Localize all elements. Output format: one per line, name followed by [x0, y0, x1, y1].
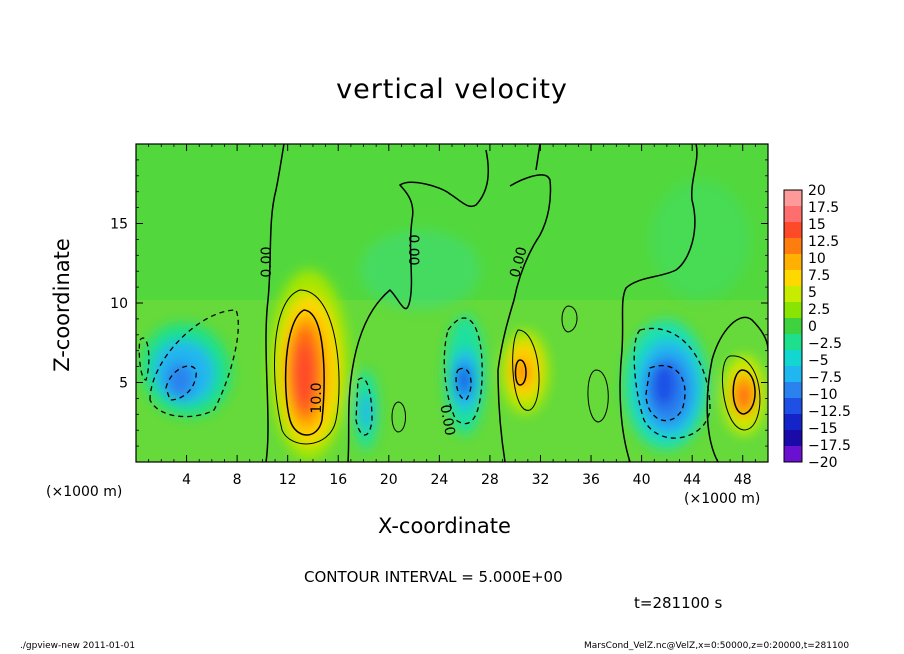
x-tick-label: 12 [279, 472, 297, 488]
y-unit-note: (×1000 m) [46, 484, 123, 500]
colorbar-swatch [784, 366, 802, 383]
y-tick-label: 10 [110, 296, 128, 312]
x-tick-label: 44 [683, 472, 701, 488]
colorbar-label: 5 [808, 285, 817, 301]
colorbar-swatch [784, 414, 802, 431]
colorbar-label: −10 [808, 387, 838, 403]
colorbar-label: 12.5 [808, 234, 839, 250]
y-tick-label: 5 [119, 376, 128, 392]
contour-label-text: 0.00 [405, 234, 421, 265]
contour-labels: 0.00 0.00 0.00 0.00 10.0 [259, 234, 531, 436]
colorbar-label: 20 [808, 183, 826, 199]
x-tick-label: 16 [329, 472, 347, 488]
colorbar-swatch [784, 286, 802, 303]
x-tick-label: 36 [582, 472, 600, 488]
velocity-field [136, 144, 768, 462]
colorbar-swatch [784, 350, 802, 367]
x-tick-label: 28 [481, 472, 499, 488]
colorbar-swatch [784, 382, 802, 399]
colorbar-label: −15 [808, 421, 838, 437]
colorbar-swatch [784, 430, 802, 447]
colorbar-label: 10 [808, 251, 826, 267]
colorbar-swatch [784, 446, 802, 463]
colorbar-label: 0 [808, 319, 817, 335]
x-tick-label: 48 [734, 472, 752, 488]
colorbar-label: 15 [808, 217, 826, 233]
colorbar-label: −17.5 [808, 438, 851, 454]
colorbar-swatch [784, 222, 802, 239]
x-tick-label: 32 [532, 472, 550, 488]
colorbar-label: 7.5 [808, 268, 830, 284]
colorbar-label: −7.5 [808, 370, 842, 386]
colorbar-swatch [784, 190, 802, 207]
contour-label: 0.00 [436, 403, 457, 436]
colorbar-swatch [784, 270, 802, 287]
x-tick-label: 24 [430, 472, 448, 488]
contour-interval: CONTOUR INTERVAL = 5.000E+00 [304, 568, 563, 586]
contour-label-text: 10.0 [309, 382, 325, 413]
footer-left: ./gpview-new 2011-01-01 [20, 641, 136, 651]
footer-right: MarsCond_VelZ.nc@VelZ,x=0:50000,z=0:2000… [584, 641, 850, 651]
x-tick-label: 20 [380, 472, 398, 488]
time-label: t=281100 s [634, 594, 723, 612]
contour-label-text: 0.00 [507, 245, 531, 279]
colorbar-label: −5 [808, 353, 829, 369]
contour-label: 0.00 [259, 246, 275, 277]
colorbar-swatch [784, 398, 802, 415]
x-axis-label: X-coordinate [378, 514, 511, 538]
colorbar-swatch [784, 206, 802, 223]
x-axis: 4 8 12 16 20 24 28 32 36 40 44 48 [148, 144, 756, 488]
colorbar-label: −2.5 [808, 336, 842, 352]
colorbar-label: 2.5 [808, 302, 830, 318]
chart-title: vertical velocity [336, 74, 568, 105]
colorbar-swatch [784, 302, 802, 319]
y-tick-label: 15 [110, 217, 128, 233]
x-unit-note: (×1000 m) [684, 491, 761, 507]
x-tick-label: 8 [233, 472, 242, 488]
contour-label: 10.0 [309, 382, 325, 413]
colorbar-swatch [784, 238, 802, 255]
x-tick-label: 40 [633, 472, 651, 488]
contour-label: 0.00 [507, 245, 531, 279]
colorbar: 2017.51512.5107.552.50−2.5−5−7.5−10−12.5… [783, 183, 851, 471]
colorbar-swatch [784, 254, 802, 271]
colorbar-swatch [784, 318, 802, 335]
colorbar-swatch [784, 334, 802, 351]
colorbar-label: −20 [808, 455, 838, 471]
y-axis-label: Z-coordinate [50, 238, 74, 372]
y-axis: 5 10 15 [110, 159, 768, 447]
contour-label: 0.00 [405, 234, 421, 265]
colorbar-label: −12.5 [808, 404, 851, 420]
colorbar-frame [783, 189, 803, 463]
contour-label-text: 0.00 [259, 246, 275, 277]
contour-label-text: 0.00 [436, 403, 457, 436]
colorbar-label: 17.5 [808, 200, 839, 216]
x-tick-label: 4 [182, 472, 191, 488]
